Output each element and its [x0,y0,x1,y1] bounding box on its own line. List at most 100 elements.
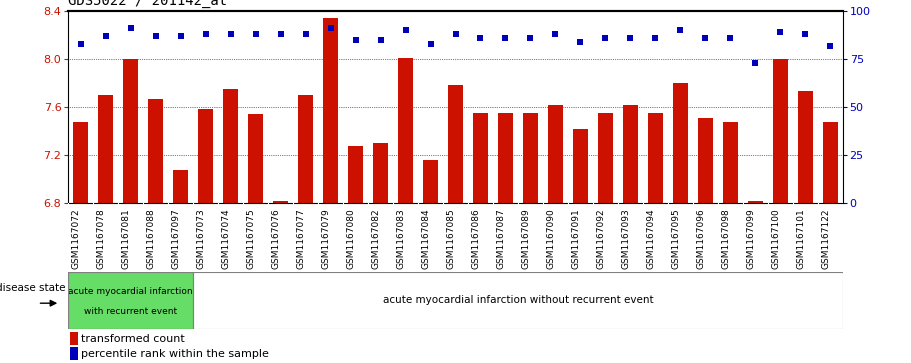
Point [798,31,813,37]
Bar [573,129,588,203]
Text: GSM1167079: GSM1167079 [322,209,331,269]
Point [448,31,463,37]
Text: GSM1167084: GSM1167084 [422,209,431,269]
Bar [68,272,193,329]
Text: acute myocardial infarction without recurrent event: acute myocardial infarction without recu… [383,295,653,305]
Point [523,35,537,41]
Text: acute myocardial infarction: acute myocardial infarction [68,287,193,297]
Point [424,41,438,46]
Point [773,29,787,35]
Text: GSM1167100: GSM1167100 [772,209,780,269]
Bar [273,201,288,203]
Point [698,35,712,41]
Text: GSM1167072: GSM1167072 [72,209,81,269]
Text: GSM1167096: GSM1167096 [696,209,705,269]
Text: GSM1167082: GSM1167082 [372,209,381,269]
Point [648,35,662,41]
Bar [623,105,638,203]
Bar [98,95,113,203]
Bar [648,113,663,203]
Text: GDS5022 / 201142_at: GDS5022 / 201142_at [68,0,228,8]
Text: GSM1167095: GSM1167095 [671,209,681,269]
Point [748,60,763,66]
Text: GSM1167080: GSM1167080 [346,209,355,269]
Bar [374,143,388,203]
Text: GSM1167075: GSM1167075 [247,209,256,269]
Text: GSM1167122: GSM1167122 [821,209,830,269]
Bar [70,332,77,345]
Bar [823,122,838,203]
Text: GSM1167078: GSM1167078 [97,209,106,269]
Point [273,31,288,37]
Bar [448,85,463,203]
Point [498,35,513,41]
Point [74,41,88,46]
Point [573,39,588,45]
Bar [548,105,563,203]
Point [249,31,263,37]
Point [323,25,338,31]
Bar [748,201,763,203]
Point [673,27,688,33]
Bar [323,18,338,203]
Point [148,33,163,39]
Text: GSM1167085: GSM1167085 [446,209,456,269]
Point [723,35,738,41]
Bar [673,83,688,203]
Bar [148,99,163,203]
Point [173,33,188,39]
Point [223,31,238,37]
Text: GSM1167091: GSM1167091 [571,209,580,269]
Bar [498,113,513,203]
Bar [398,58,413,203]
Bar [248,114,263,203]
Text: GSM1167086: GSM1167086 [472,209,480,269]
Text: GSM1167088: GSM1167088 [147,209,156,269]
Text: GSM1167093: GSM1167093 [621,209,630,269]
Text: percentile rank within the sample: percentile rank within the sample [80,349,269,359]
Text: GSM1167087: GSM1167087 [496,209,506,269]
Bar [348,146,363,203]
Text: GSM1167076: GSM1167076 [271,209,281,269]
Bar [423,160,438,203]
Text: GSM1167073: GSM1167073 [197,209,206,269]
Text: GSM1167094: GSM1167094 [646,209,655,269]
Text: with recurrent event: with recurrent event [84,307,178,316]
Bar [223,89,238,203]
Text: GSM1167074: GSM1167074 [221,209,230,269]
Text: GSM1167089: GSM1167089 [521,209,530,269]
Bar [722,122,738,203]
Point [124,25,138,31]
Point [298,31,312,37]
Bar [199,110,213,203]
Point [548,31,563,37]
Text: GSM1167090: GSM1167090 [547,209,556,269]
Text: GSM1167099: GSM1167099 [746,209,755,269]
Point [823,42,837,48]
Bar [798,91,813,203]
Bar [70,347,77,360]
Bar [773,59,788,203]
Bar [123,59,138,203]
Text: GSM1167092: GSM1167092 [597,209,606,269]
Bar [73,122,88,203]
Point [398,27,413,33]
Text: disease state: disease state [0,283,66,293]
Bar [473,113,488,203]
Bar [523,113,537,203]
Point [623,35,638,41]
Bar [173,170,189,203]
Point [199,31,213,37]
Bar [298,95,313,203]
Bar [698,118,712,203]
Point [348,37,363,42]
Text: GSM1167081: GSM1167081 [122,209,131,269]
Text: transformed count: transformed count [80,334,184,343]
Text: GSM1167077: GSM1167077 [297,209,305,269]
Point [374,37,388,42]
Text: GSM1167098: GSM1167098 [722,209,731,269]
Point [473,35,487,41]
Text: GSM1167083: GSM1167083 [396,209,405,269]
Bar [598,113,613,203]
Text: GSM1167101: GSM1167101 [796,209,805,269]
